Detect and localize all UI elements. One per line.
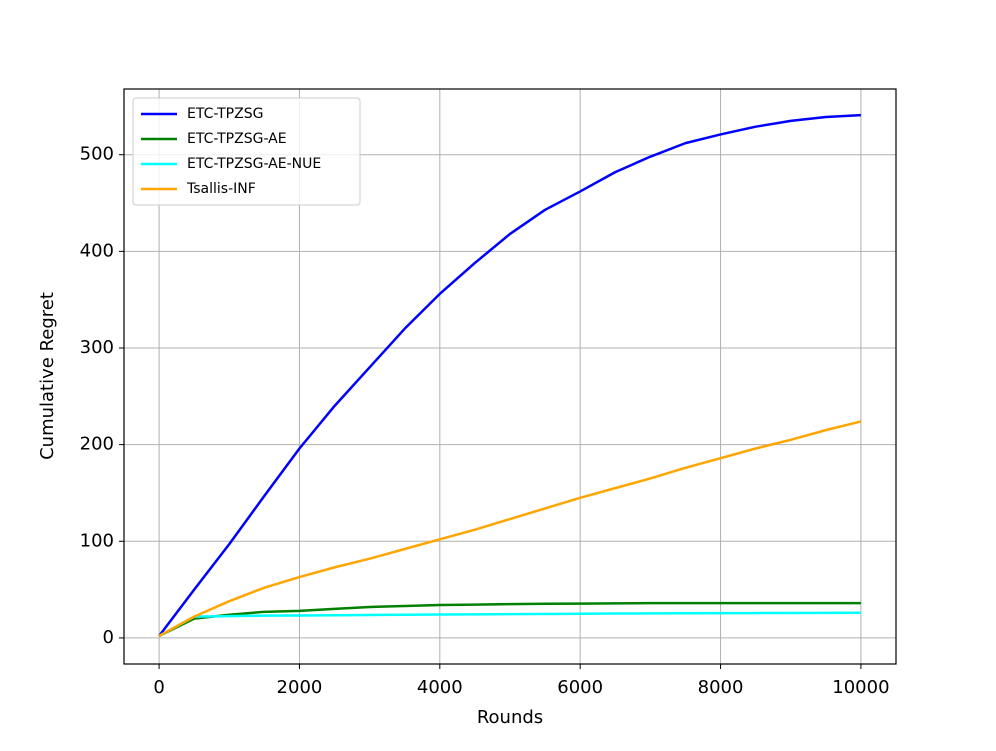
series-line bbox=[158, 420, 862, 638]
legend-label: ETC-TPZSG-AE-NUE bbox=[187, 156, 321, 172]
y-tick-label: 0 bbox=[103, 627, 114, 648]
y-tick-label: 500 bbox=[80, 144, 114, 165]
legend: ETC-TPZSG ETC-TPZSG-AE ETC-TPZSG-AE-NUE Tsa… bbox=[132, 97, 361, 206]
y-tick-label: 300 bbox=[80, 337, 114, 358]
y-tick-label: 400 bbox=[80, 240, 114, 261]
y-tick-label: 100 bbox=[80, 530, 114, 551]
x-tick-label: 10000 bbox=[832, 677, 889, 698]
x-axis-label: Rounds bbox=[477, 707, 543, 728]
legend-label: ETC-TPZSG bbox=[187, 106, 263, 122]
series-line bbox=[158, 611, 861, 638]
x-tick-label: 6000 bbox=[557, 677, 603, 698]
y-axis-label: Cumulative Regret bbox=[37, 292, 58, 460]
legend-label: Tsallis-INF bbox=[186, 181, 256, 197]
legend-label: ETC-TPZSG-AE bbox=[187, 131, 287, 147]
x-tick-label: 2000 bbox=[277, 677, 323, 698]
series-line bbox=[158, 601, 861, 638]
y-tick-label: 200 bbox=[80, 434, 114, 455]
x-tick-label: 8000 bbox=[698, 677, 744, 698]
series-line bbox=[158, 113, 861, 637]
legend-box bbox=[132, 97, 361, 206]
axes-frame bbox=[123, 88, 897, 665]
x-tick-label: 4000 bbox=[417, 677, 463, 698]
x-tick-label: 0 bbox=[153, 677, 164, 698]
